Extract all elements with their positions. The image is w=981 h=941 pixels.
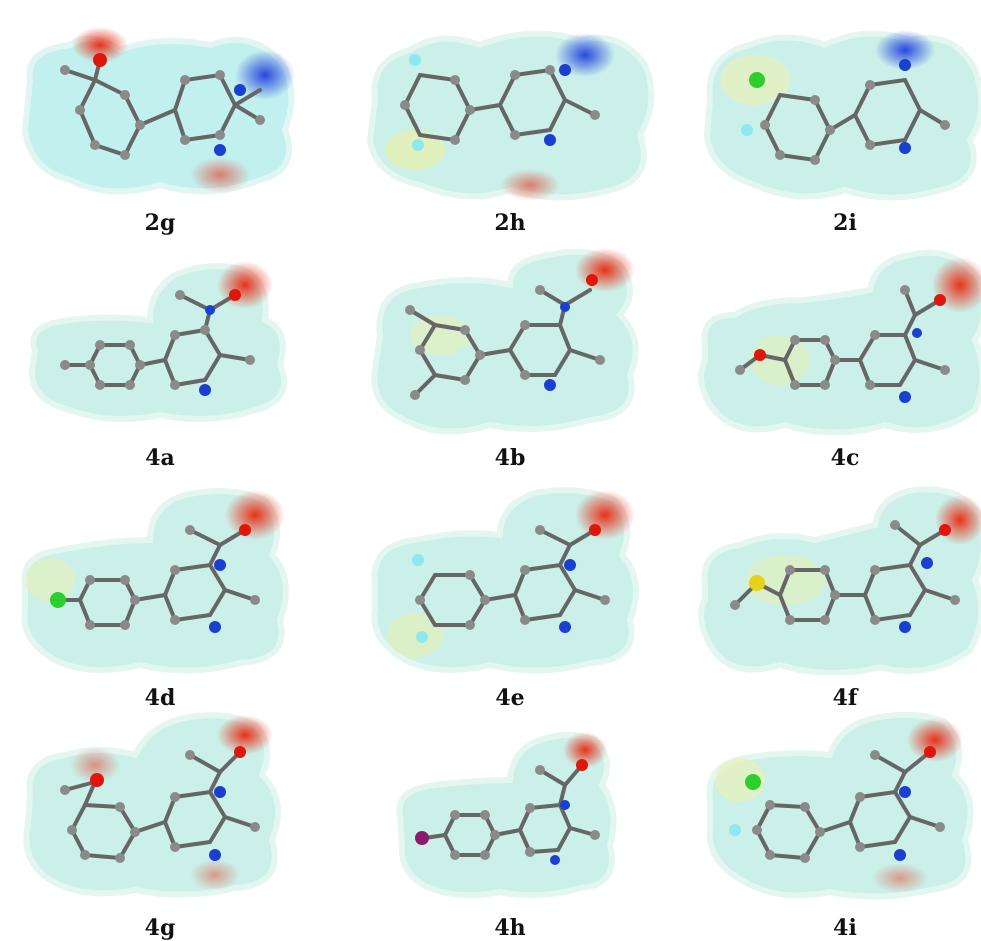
panel-label: 2h [494,210,526,236]
mep-surface-4h [396,732,617,899]
mep-surface-4c [698,249,981,435]
panel-label: 4f [832,685,858,711]
panel-4d: 4d [10,485,310,711]
mep-surface-2g [21,27,295,195]
panel-label: 2g [144,210,176,236]
panel-label: 2i [833,210,857,236]
panel-4a: 4a [10,250,310,471]
panel-label: 4i [833,915,857,941]
mep-surface-2h [366,30,655,201]
panel-2g: 2g [10,20,310,240]
panel-4i: 4i [695,710,981,941]
panel-4g: 4g [10,710,310,941]
panel-2h: 2h [360,20,660,240]
panel-2i: 2i [695,20,981,240]
mep-surface-4b [371,248,639,435]
mep-surface-4g [23,712,281,898]
panel-label: 4d [144,685,176,711]
panel-4c: 4c [695,245,981,471]
panel-4e: 4e [360,485,660,711]
panel-label: 4e [495,685,525,711]
mep-surface-4d [21,488,289,674]
mep-surface-4e [371,487,639,674]
panel-label: 4c [830,445,860,471]
panel-4f: 4f [695,485,981,711]
panel-label: 4h [494,915,526,941]
mep-surface-4f [698,486,981,675]
mep-surface-2i [703,30,981,201]
panel-4b: 4b [360,245,660,471]
panel-label: 4g [144,915,176,941]
panel-4h: 4h [360,720,660,941]
mep-surface-4a [28,261,287,422]
mep-surface-4i [706,711,974,900]
panel-label: 4a [145,445,175,471]
panel-label: 4b [494,445,526,471]
